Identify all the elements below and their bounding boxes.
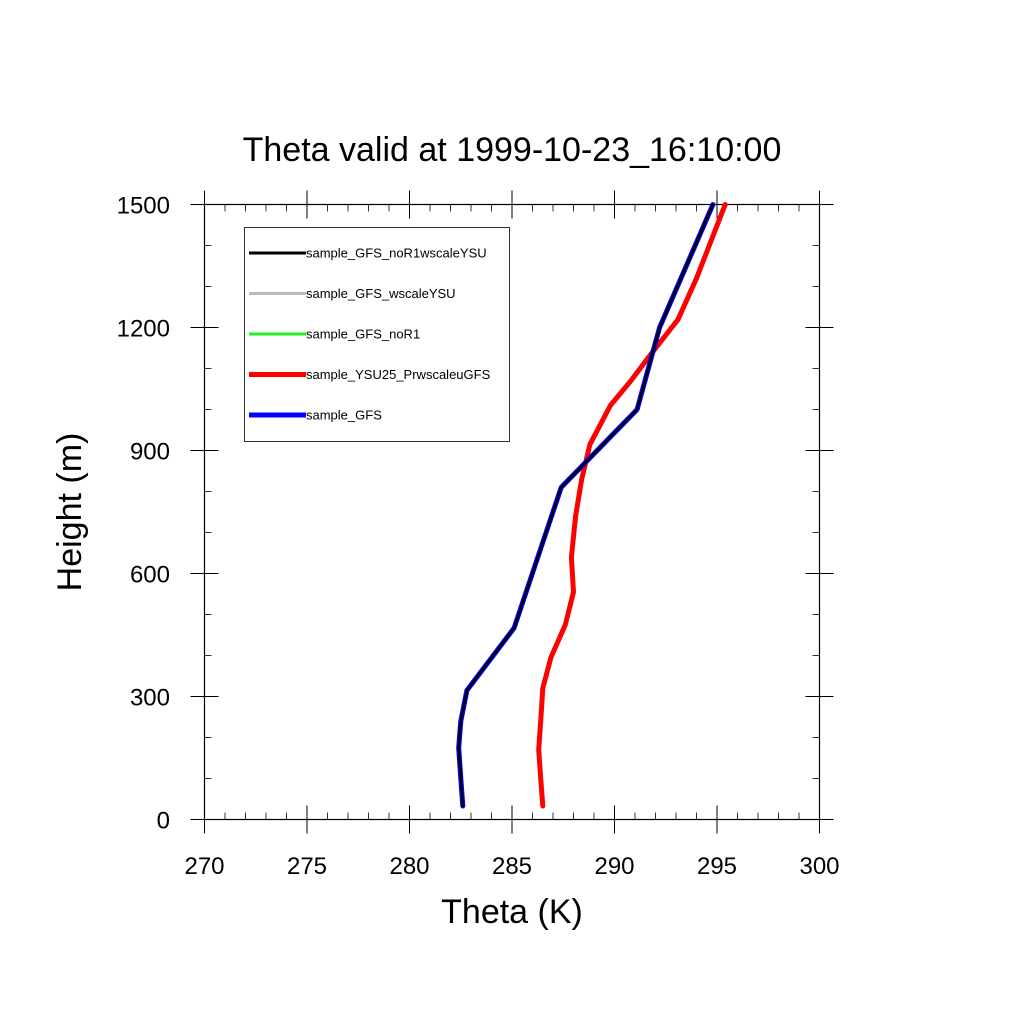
y-tick-label: 300 <box>130 685 170 712</box>
legend-label: sample_GFS_noR1wscaleYSU <box>306 246 487 261</box>
x-tick-label: 275 <box>287 853 327 880</box>
legend-label: sample_GFS <box>306 408 382 423</box>
series-line-3 <box>536 202 728 809</box>
x-tick-label: 280 <box>389 853 429 880</box>
x-tick-label: 295 <box>697 853 737 880</box>
x-tick-label: 290 <box>594 853 634 880</box>
legend-label: sample_YSU25_PrwscaleuGFS <box>306 367 491 382</box>
chart-title: Theta valid at 1999-10-23_16:10:00 <box>243 131 782 169</box>
y-tick-label: 1200 <box>117 316 170 343</box>
series-layer <box>456 202 728 809</box>
y-tick-label: 0 <box>157 808 170 835</box>
plot-frame <box>203 203 821 821</box>
x-axis-label: Theta (K) <box>441 893 583 931</box>
x-tick-label: 300 <box>799 853 839 880</box>
y-axis-label: Height (m) <box>51 433 89 592</box>
x-tick-label: 285 <box>492 853 532 880</box>
y-tick-label: 1500 <box>117 193 170 220</box>
legend: sample_GFS_noR1wscaleYSU sample_GFS_wscal… <box>244 227 510 442</box>
series-line-0 <box>457 203 715 808</box>
legend-label: sample_GFS_noR1 <box>306 327 420 342</box>
x-tick-label: 270 <box>184 853 224 880</box>
tick-labels: 270 275 280 285 290 295 300 0 300 600 900 1200 1500 <box>117 193 840 881</box>
legend-items: sample_GFS_noR1wscaleYSU sample_GFS_wscal… <box>249 246 491 423</box>
y-tick-label: 600 <box>130 562 170 589</box>
legend-label: sample_GFS_wscaleYSU <box>306 286 456 301</box>
y-tick-label: 900 <box>130 439 170 466</box>
